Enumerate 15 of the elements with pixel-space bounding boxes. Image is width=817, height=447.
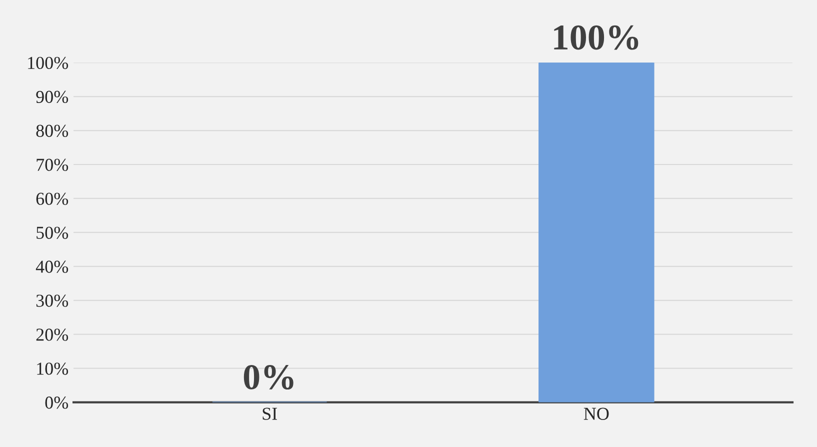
x-tick-label: NO bbox=[584, 408, 609, 420]
y-tick-label: 20% bbox=[36, 328, 68, 341]
x-tick-label: SI bbox=[262, 408, 278, 420]
y-tick-label: 60% bbox=[36, 192, 68, 205]
data-label: 0% bbox=[244, 365, 294, 390]
y-tick-label: 40% bbox=[36, 260, 68, 273]
y-tick-label: 70% bbox=[36, 158, 68, 171]
data-label: 100% bbox=[554, 25, 638, 50]
y-tick-label: 30% bbox=[36, 294, 68, 307]
y-tick-label: 80% bbox=[36, 124, 68, 138]
y-tick-label: 90% bbox=[36, 90, 68, 104]
y-tick-label: 0% bbox=[45, 396, 68, 409]
y-tick-label: 50% bbox=[36, 226, 68, 239]
y-tick-label: 10% bbox=[37, 362, 68, 375]
y-tick-label: 100% bbox=[28, 56, 68, 70]
